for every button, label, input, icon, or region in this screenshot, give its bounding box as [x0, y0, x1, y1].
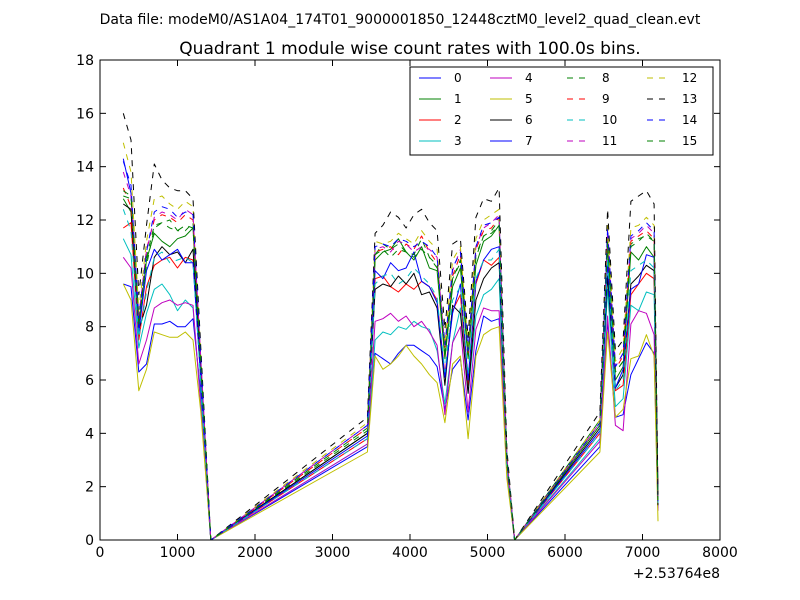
- series-line-9: [122, 187, 659, 540]
- series-layer: [122, 113, 659, 540]
- series-line-3: [122, 238, 659, 540]
- y-tick-label: 16: [76, 106, 94, 122]
- legend-label-11: 11: [602, 134, 617, 148]
- plot-frame: [99, 59, 721, 541]
- y-tick-label: 14: [76, 160, 94, 176]
- legend-label-5: 5: [525, 92, 533, 106]
- series-line-12: [122, 142, 659, 540]
- legend-frame: [409, 66, 714, 156]
- series-line-6: [123, 203, 659, 540]
- y-tick-label: 2: [85, 480, 94, 496]
- legend-label-1: 1: [454, 92, 462, 106]
- x-tick-label: 3000: [315, 545, 351, 561]
- chart-title: Quadrant 1 module wise count rates with …: [179, 39, 640, 59]
- x-tick-label: 4000: [392, 545, 428, 561]
- legend-label-8: 8: [602, 71, 610, 85]
- legend-label-12: 12: [682, 71, 697, 85]
- x-tick-label: 5000: [470, 545, 506, 561]
- y-tick-label: 12: [76, 213, 94, 229]
- x-tick-label: 2000: [237, 545, 273, 561]
- legend-label-4: 4: [525, 71, 533, 85]
- y-tick-label: 18: [76, 53, 94, 69]
- series-line-11: [122, 171, 659, 540]
- series-line-2: [123, 222, 659, 540]
- legend-label-6: 6: [525, 113, 533, 127]
- x-tick-label: 8000: [702, 545, 738, 561]
- legend-label-9: 9: [602, 92, 610, 106]
- figure-suptitle: Data file: modeM0/AS1A04_174T01_90000018…: [100, 12, 701, 28]
- series-line-1: [122, 198, 659, 540]
- legend-label-13: 13: [682, 92, 697, 106]
- tick-layer: 0 1000 2000 3000 4000 5000 6000 7000 80000246810…: [76, 53, 738, 561]
- y-tick-label: 4: [85, 426, 94, 442]
- legend-label-7: 7: [525, 134, 533, 148]
- y-tick-label: 10: [76, 266, 94, 282]
- x-tick-label: 7000: [625, 545, 661, 561]
- series-line-4: [122, 257, 659, 540]
- series-line-14: [122, 161, 659, 540]
- y-tick-label: 0: [85, 533, 94, 549]
- x-offset-label: +2.53764e8: [633, 566, 720, 582]
- series-line-10: [122, 209, 659, 540]
- x-tick-label: 6000: [547, 545, 583, 561]
- series-line-8: [123, 195, 659, 540]
- x-tick-label: 0: [96, 545, 105, 561]
- legend-label-14: 14: [682, 113, 697, 127]
- legend-label-3: 3: [454, 134, 462, 148]
- series-line-13: [122, 113, 659, 540]
- series-line-15: [123, 190, 659, 540]
- legend-label-2: 2: [454, 113, 462, 127]
- series-line-5: [122, 283, 659, 540]
- legend-label-0: 0: [454, 71, 462, 85]
- legend-label-15: 15: [682, 134, 697, 148]
- legend-label-10: 10: [602, 113, 617, 127]
- y-tick-label: 6: [85, 373, 94, 389]
- series-line-7: [122, 158, 659, 540]
- x-tick-label: 1000: [160, 545, 196, 561]
- y-tick-label: 8: [85, 320, 94, 336]
